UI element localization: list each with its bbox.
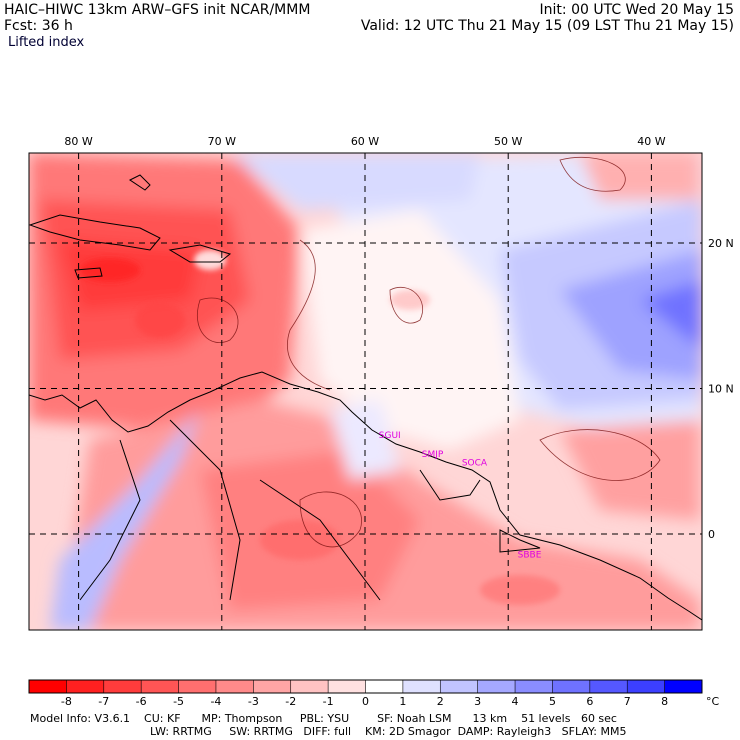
colorbar-label: -2 — [285, 695, 296, 708]
colorbar-label: 3 — [474, 695, 481, 708]
colorbar-label: 4 — [512, 695, 519, 708]
colorbar-swatch — [215, 680, 254, 693]
colorbar-swatch — [29, 680, 67, 693]
colorbar-swatch — [627, 680, 666, 693]
colorbar-swatch — [178, 680, 217, 693]
longitude-label: 70 W — [208, 135, 236, 148]
field-name: Lifted index — [8, 35, 85, 50]
colorbar-label: -3 — [248, 695, 259, 708]
station-label: SOCA — [462, 459, 488, 469]
colorbar-label: -1 — [323, 695, 334, 708]
model-info-line2: LW: RRTMG SW: RRTMG DIFF: full KM: 2D Sm… — [150, 725, 627, 738]
colorbar-unit: °C — [706, 695, 720, 708]
longitude-label: 80 W — [64, 135, 92, 148]
colorbar-swatch — [365, 680, 404, 693]
colorbar-swatch — [103, 680, 142, 693]
longitude-labels: 80 W 70 W 60 W 50 W 40 W — [64, 135, 665, 148]
colorbar-label: -6 — [136, 695, 147, 708]
colorbar-swatch — [66, 680, 105, 693]
colorbar-swatch — [141, 680, 180, 693]
longitude-label: 50 W — [494, 135, 522, 148]
lifted-index-field — [29, 153, 702, 630]
valid-time: Valid: 12 UTC Thu 21 May 15 (09 LST Thu … — [360, 18, 734, 34]
colorbar-label: 6 — [586, 695, 593, 708]
colorbar-label: -7 — [98, 695, 109, 708]
colorbar-swatch — [589, 680, 628, 693]
forecast-hour: Fcst: 36 h — [4, 18, 73, 34]
colorbar-label: -8 — [61, 695, 72, 708]
model-info-line1: Model Info: V3.6.1 CU: KF MP: Thompson P… — [30, 712, 617, 725]
colorbar-swatch — [328, 680, 366, 693]
colorbar-swatch — [664, 680, 703, 693]
colorbar-label: 8 — [661, 695, 668, 708]
latitude-labels: 20 N 10 N 0 — [708, 237, 734, 541]
colorbar-label: 1 — [399, 695, 406, 708]
station-label: SMJP — [422, 450, 444, 460]
colorbar-label: 7 — [624, 695, 631, 708]
latitude-label: 20 N — [708, 237, 734, 250]
colorbar-swatch — [253, 680, 292, 693]
colorbar-label: -4 — [210, 695, 221, 708]
colorbar-swatch — [515, 680, 553, 693]
station-labels: SGUI SMJP SOCA SBBE — [379, 431, 542, 560]
coastlines — [29, 174, 702, 621]
map-frame — [28, 152, 703, 631]
colorbar-swatch — [552, 680, 591, 693]
longitude-label: 60 W — [351, 135, 379, 148]
init-time: Init: 00 UTC Wed 20 May 15 — [539, 2, 734, 18]
latitude-label: 0 — [708, 528, 715, 541]
station-label: SGUI — [379, 431, 401, 441]
colorbar-label: 5 — [549, 695, 556, 708]
colorbar-swatch — [402, 680, 441, 693]
colorbar-swatch — [290, 680, 329, 693]
colorbar-label: 2 — [437, 695, 444, 708]
colorbar-swatch — [477, 680, 516, 693]
colorbar: -8 -7 -6 -5 -4 -3 -2 -1 0 1 2 3 4 5 6 7 8 °C — [28, 679, 720, 708]
latitude-label: 10 N — [708, 383, 734, 396]
title-model: HAIC–HIWC 13km ARW–GFS init NCAR/MMM — [4, 2, 311, 18]
colorbar-label: 0 — [362, 695, 369, 708]
station-label: SBBE — [518, 550, 542, 560]
colorbar-swatch — [440, 680, 479, 693]
colorbar-label: -5 — [173, 695, 184, 708]
lat-lon-grid — [29, 153, 702, 630]
longitude-label: 40 W — [637, 135, 665, 148]
